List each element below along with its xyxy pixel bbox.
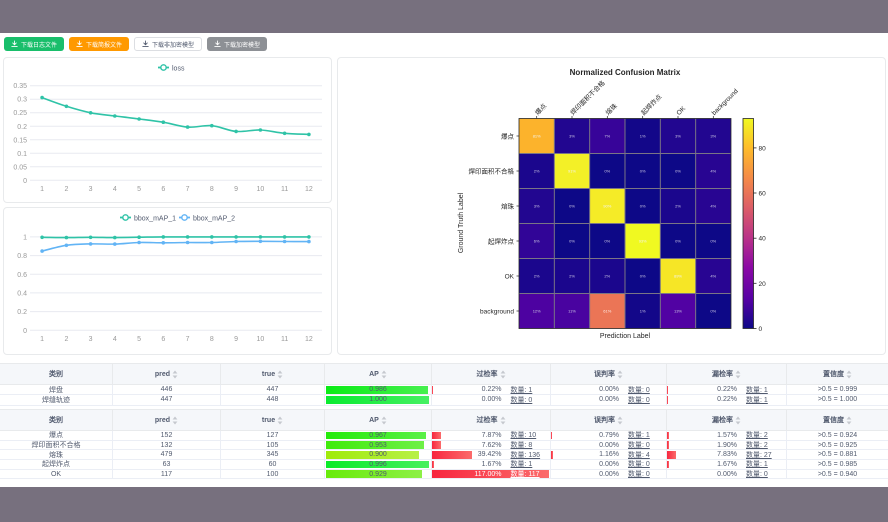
svg-text:81%: 81% bbox=[533, 134, 541, 139]
svg-text:0%: 0% bbox=[604, 169, 610, 174]
svg-text:起焊炸点: 起焊炸点 bbox=[639, 92, 664, 117]
svg-text:7: 7 bbox=[186, 186, 190, 193]
svg-text:Prediction Label: Prediction Label bbox=[600, 333, 651, 340]
svg-text:0.1: 0.1 bbox=[17, 151, 27, 158]
svg-text:4%: 4% bbox=[710, 274, 716, 279]
svg-text:0.4: 0.4 bbox=[17, 290, 27, 297]
svg-text:1: 1 bbox=[23, 234, 27, 241]
svg-text:2: 2 bbox=[64, 186, 68, 193]
svg-text:3: 3 bbox=[89, 186, 93, 193]
svg-text:2%: 2% bbox=[534, 274, 540, 279]
svg-text:0%: 0% bbox=[640, 204, 646, 209]
svg-text:2%: 2% bbox=[675, 204, 681, 209]
svg-text:0.05: 0.05 bbox=[13, 164, 27, 171]
svg-text:3: 3 bbox=[89, 336, 93, 343]
svg-text:7%: 7% bbox=[604, 134, 610, 139]
svg-text:3%: 3% bbox=[675, 134, 681, 139]
svg-text:0.25: 0.25 bbox=[13, 110, 27, 117]
svg-text:OK: OK bbox=[505, 274, 515, 281]
svg-text:9: 9 bbox=[234, 186, 238, 193]
svg-text:6: 6 bbox=[161, 186, 165, 193]
svg-text:93%: 93% bbox=[639, 239, 647, 244]
svg-text:0%: 0% bbox=[675, 239, 681, 244]
svg-text:0%: 0% bbox=[604, 239, 610, 244]
svg-text:2%: 2% bbox=[569, 274, 575, 279]
svg-text:4: 4 bbox=[113, 186, 117, 193]
svg-text:焊印面积不合格: 焊印面积不合格 bbox=[469, 167, 515, 176]
svg-text:0%: 0% bbox=[710, 239, 716, 244]
svg-text:爆点: 爆点 bbox=[501, 132, 515, 141]
svg-text:1: 1 bbox=[40, 336, 44, 343]
svg-text:0.8: 0.8 bbox=[17, 253, 27, 260]
svg-text:0.2: 0.2 bbox=[17, 124, 27, 131]
svg-text:91%: 91% bbox=[568, 169, 576, 174]
svg-text:2%: 2% bbox=[604, 274, 610, 279]
svg-text:90%: 90% bbox=[603, 204, 611, 209]
svg-text:10: 10 bbox=[257, 186, 265, 193]
svg-text:4: 4 bbox=[113, 336, 117, 343]
svg-text:2%: 2% bbox=[534, 169, 540, 174]
svg-text:bbox_mAP_2: bbox_mAP_2 bbox=[193, 215, 235, 222]
svg-text:12: 12 bbox=[305, 336, 313, 343]
svg-text:background: background bbox=[480, 309, 514, 316]
svg-text:0: 0 bbox=[23, 328, 27, 335]
svg-text:10: 10 bbox=[257, 336, 265, 343]
svg-text:0: 0 bbox=[759, 326, 763, 333]
svg-text:6: 6 bbox=[161, 336, 165, 343]
svg-text:4%: 4% bbox=[710, 204, 716, 209]
svg-text:loss: loss bbox=[172, 65, 185, 72]
svg-text:0%: 0% bbox=[569, 239, 575, 244]
svg-text:6%: 6% bbox=[534, 239, 540, 244]
svg-text:background: background bbox=[711, 88, 740, 117]
svg-text:4%: 4% bbox=[710, 169, 716, 174]
svg-text:12%: 12% bbox=[533, 309, 541, 314]
svg-text:0.6: 0.6 bbox=[17, 272, 27, 279]
svg-text:60: 60 bbox=[759, 191, 767, 198]
svg-text:Ground Truth Label: Ground Truth Label bbox=[458, 192, 465, 253]
svg-text:0: 0 bbox=[23, 178, 27, 185]
svg-text:3%: 3% bbox=[534, 204, 540, 209]
svg-text:5: 5 bbox=[137, 186, 141, 193]
svg-text:1%: 1% bbox=[640, 134, 646, 139]
svg-text:13%: 13% bbox=[674, 309, 682, 314]
svg-text:1: 1 bbox=[40, 186, 44, 193]
svg-text:40: 40 bbox=[759, 236, 767, 243]
svg-text:0.2: 0.2 bbox=[17, 309, 27, 316]
svg-text:8: 8 bbox=[210, 186, 214, 193]
svg-text:61%: 61% bbox=[603, 309, 611, 314]
svg-text:0.3: 0.3 bbox=[17, 97, 27, 104]
svg-text:起焊炸点: 起焊炸点 bbox=[488, 237, 515, 246]
svg-text:80: 80 bbox=[759, 145, 767, 152]
svg-text:0.15: 0.15 bbox=[13, 137, 27, 144]
svg-text:爆点: 爆点 bbox=[533, 101, 549, 117]
svg-text:2: 2 bbox=[64, 336, 68, 343]
svg-text:89%: 89% bbox=[674, 274, 682, 279]
svg-text:11%: 11% bbox=[568, 309, 576, 314]
svg-text:1%: 1% bbox=[640, 309, 646, 314]
svg-text:11: 11 bbox=[281, 186, 288, 193]
svg-text:熔珠: 熔珠 bbox=[603, 101, 619, 117]
svg-text:OK: OK bbox=[675, 105, 687, 117]
svg-text:0%: 0% bbox=[569, 204, 575, 209]
svg-text:7: 7 bbox=[186, 336, 190, 343]
svg-text:5: 5 bbox=[137, 336, 141, 343]
svg-text:11: 11 bbox=[281, 336, 288, 343]
svg-text:0%: 0% bbox=[675, 169, 681, 174]
svg-text:0%: 0% bbox=[640, 274, 646, 279]
svg-text:9: 9 bbox=[234, 336, 238, 343]
svg-text:20: 20 bbox=[759, 281, 767, 288]
svg-text:3%: 3% bbox=[569, 134, 575, 139]
svg-text:0.35: 0.35 bbox=[13, 83, 27, 90]
svg-text:12: 12 bbox=[305, 186, 313, 193]
svg-text:0%: 0% bbox=[710, 309, 716, 314]
svg-text:Normalized Confusion Matrix: Normalized Confusion Matrix bbox=[570, 68, 681, 77]
svg-text:8: 8 bbox=[210, 336, 214, 343]
svg-text:熔珠: 熔珠 bbox=[501, 202, 515, 211]
svg-text:3%: 3% bbox=[710, 134, 716, 139]
svg-text:焊印面积不合格: 焊印面积不合格 bbox=[568, 78, 607, 117]
svg-text:0%: 0% bbox=[640, 169, 646, 174]
svg-text:bbox_mAP_1: bbox_mAP_1 bbox=[134, 215, 176, 222]
